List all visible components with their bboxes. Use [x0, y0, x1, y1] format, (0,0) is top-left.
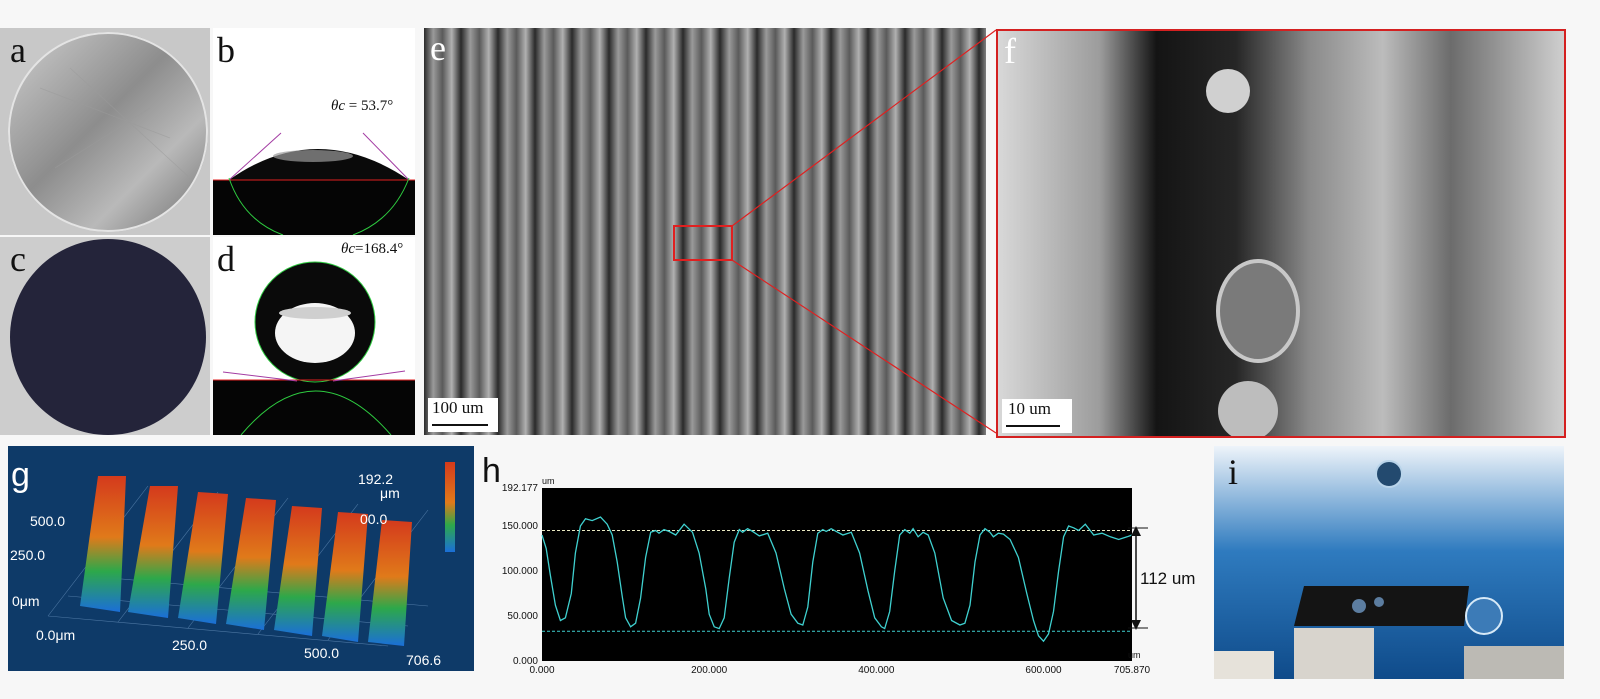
panel-g: g 192.2 μm 00.0 500.0 250.0 0μm 0.0μm 25… — [8, 446, 474, 671]
metal-disc — [8, 32, 208, 232]
x-label-500: 500.0 — [304, 645, 339, 661]
height-dimension — [1128, 526, 1148, 630]
x-tick-label: 200.000 — [691, 665, 728, 676]
panel-b: b θc = 53.7° — [213, 28, 415, 235]
falling-droplet — [1375, 460, 1403, 488]
y-label-0: 0μm — [12, 593, 40, 609]
panel-c-photo — [10, 239, 206, 435]
sem-magnified-image — [998, 31, 1564, 436]
y-tick-label: 0.000 — [513, 656, 538, 667]
scale-bar-label-e: 100 um — [430, 398, 486, 418]
profile-line — [541, 516, 1133, 643]
panel-i: i — [1214, 446, 1564, 679]
y-tick-label: 100.000 — [502, 566, 539, 577]
panel-label-e: e — [430, 28, 446, 68]
sem-overview-image — [424, 28, 986, 435]
y-unit-label: um — [542, 476, 555, 486]
x-tick-label: 600.000 — [1025, 665, 1062, 676]
zoom-region-box — [673, 225, 733, 261]
surface-3d-plot: g 192.2 μm 00.0 500.0 250.0 0μm 0.0μm 25… — [10, 456, 455, 668]
y-tick-label: 192.177 — [502, 483, 539, 494]
panel-a: a — [0, 28, 210, 235]
y-label-250: 250.0 — [10, 547, 45, 563]
surface-ridges — [80, 476, 412, 646]
panel-f: f 10 um — [996, 29, 1566, 438]
panel-label-f: f — [1004, 31, 1016, 71]
treated-disc — [10, 239, 206, 435]
contact-angle-b: θc = 53.7° — [331, 98, 394, 114]
panel-label-d: d — [217, 239, 235, 279]
panel-label-b: b — [217, 30, 235, 70]
panel-label-c: c — [10, 239, 26, 279]
panel-b-droplet — [213, 132, 415, 235]
panel-d-droplet — [213, 261, 415, 435]
y-tick-label: 50.000 — [507, 611, 538, 622]
x-tick-label: 705.870 — [1114, 665, 1151, 676]
y-label-500: 500.0 — [30, 513, 65, 529]
panel-e: e 100 um — [424, 28, 986, 435]
panel-h: h um um 0.000 50.000 100.000 150.000 192.177… — [482, 446, 1220, 676]
scale-bar-e: 100 um — [428, 398, 498, 432]
x-label-250: 250.0 — [172, 637, 207, 653]
x-label-706: 706.6 — [406, 652, 441, 668]
x-tick-label: 0.000 — [529, 665, 554, 676]
panel-label-g: g — [11, 456, 30, 494]
y-tick-label: 150.000 — [502, 521, 539, 532]
profile-chart: h um um 0.000 50.000 100.000 150.000 192.177… — [482, 452, 1195, 676]
panel-label-a: a — [10, 30, 26, 70]
scale-bar-f: 10 um — [1002, 399, 1072, 433]
panel-label-i: i — [1228, 452, 1239, 492]
color-scale-bar — [445, 462, 455, 552]
x-tick-label: 400.000 — [858, 665, 895, 676]
x-label-0: 0.0μm — [36, 627, 75, 643]
plot-area — [542, 488, 1132, 661]
x-unit-label: um — [1128, 650, 1141, 660]
contact-angle-d: θc=168.4° — [341, 241, 404, 257]
scale-bar-label-f: 10 um — [1006, 399, 1053, 419]
panel-a-photo — [8, 32, 208, 232]
z-zero-label: 00.0 — [360, 511, 387, 527]
panel-d: d θc=168.4° — [213, 237, 415, 435]
z-max-label: 192.2 — [358, 471, 393, 487]
panel-label-h: h — [482, 452, 501, 490]
z-unit-label: μm — [380, 485, 400, 501]
height-dimension-label: 112 um — [1140, 569, 1195, 588]
droplet-photo — [1214, 446, 1564, 679]
panel-c: c — [0, 237, 210, 435]
